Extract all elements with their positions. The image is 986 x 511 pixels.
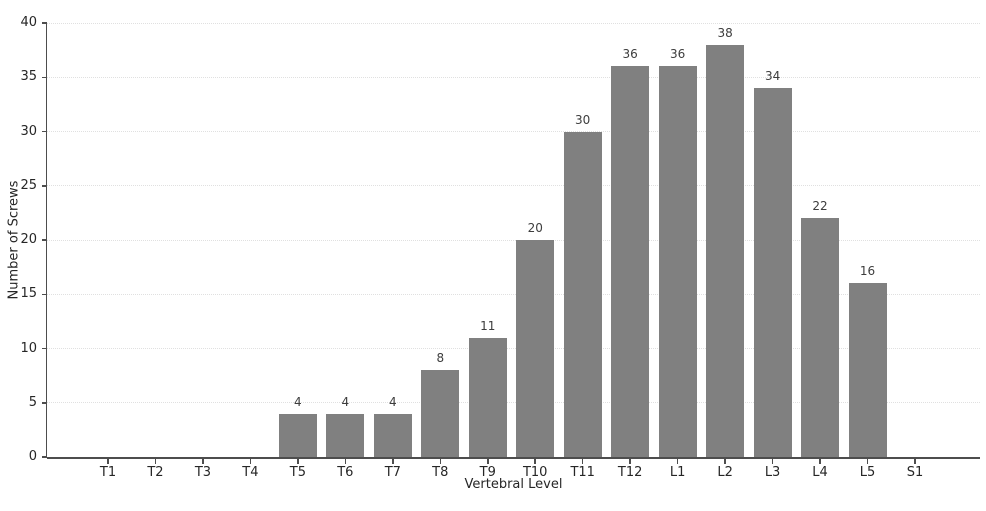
bar-L3 (753, 88, 792, 457)
bar-value-L1: 36 (669, 47, 686, 62)
x-tick-mark-T10 (534, 458, 536, 464)
gridline-30 (47, 131, 980, 132)
x-tick-mark-T6 (344, 458, 347, 464)
y-tick-label-20: 20 (20, 232, 37, 247)
x-tick-label-T10: T10 (522, 465, 548, 480)
bar-T9 (468, 337, 507, 457)
gridline-25 (47, 185, 980, 187)
y-tick-mark-40 (42, 22, 47, 24)
x-tick-mark-T11 (581, 458, 584, 464)
x-tick-mark-T5 (297, 458, 299, 464)
x-tick-mark-L2 (724, 458, 726, 464)
x-tick-label-T8: T8 (432, 465, 449, 480)
bar-value-L2: 38 (717, 25, 733, 40)
x-tick-label-T3: T3 (194, 465, 212, 480)
y-tick-label-25: 25 (20, 177, 37, 193)
y-tick-label-5: 5 (28, 394, 37, 410)
bar-value-T9: 11 (480, 318, 496, 333)
bar-value-L3: 34 (764, 69, 781, 84)
x-tick-label-L1: L1 (669, 465, 686, 480)
y-tick-mark-0 (42, 456, 47, 458)
y-tick-mark-5 (42, 402, 47, 404)
x-tick-mark-T4 (249, 458, 252, 464)
bar-value-T11: 30 (575, 112, 591, 127)
bar-value-T10: 20 (527, 221, 543, 235)
y-tick-mark-15 (42, 293, 47, 295)
gridline-35 (47, 76, 980, 78)
gridline-40 (47, 22, 980, 24)
y-tick-label-0: 0 (28, 449, 37, 464)
gridline-15 (47, 293, 980, 295)
y-tick-label-40: 40 (20, 15, 37, 30)
x-tick-label-T11: T11 (570, 465, 595, 480)
x-tick-mark-L3 (771, 458, 774, 464)
x-tick-label-L2: L2 (717, 465, 733, 480)
y-tick-mark-30 (42, 130, 47, 133)
bar-value-T12: 36 (622, 47, 638, 62)
bar-T8 (421, 370, 460, 457)
x-tick-label-T12: T12 (617, 465, 643, 480)
x-tick-mark-L5 (866, 458, 869, 464)
x-tick-mark-T1 (107, 458, 109, 464)
y-tick-mark-20 (42, 239, 47, 241)
bar-T12 (611, 66, 650, 457)
x-tick-label-T7: T7 (384, 465, 401, 480)
y-tick-label-15: 15 (20, 286, 37, 302)
x-tick-mark-S1 (914, 458, 916, 464)
y-tick-label-30: 30 (20, 123, 37, 139)
x-tick-mark-L4 (819, 458, 821, 464)
x-tick-label-T1: T1 (99, 465, 117, 480)
gridline-5 (47, 402, 980, 404)
x-tick-mark-T3 (202, 458, 204, 464)
x-tick-mark-T8 (439, 458, 442, 464)
y-tick-mark-25 (42, 185, 47, 187)
x-tick-mark-T7 (392, 458, 394, 464)
bar-value-L5: 16 (859, 264, 876, 279)
x-tick-label-T5: T5 (289, 465, 306, 480)
x-tick-label-T4: T4 (242, 465, 259, 480)
x-axis-line (47, 457, 980, 459)
x-tick-mark-T9 (487, 458, 489, 464)
x-tick-mark-T2 (154, 458, 157, 464)
bar-value-T6: 4 (341, 394, 350, 409)
bar-value-T5: 4 (294, 394, 302, 409)
x-tick-label-L4: L4 (812, 465, 828, 480)
bar-value-T8: 8 (436, 351, 445, 366)
x-tick-mark-T12 (629, 458, 631, 464)
y-tick-label-10: 10 (20, 340, 37, 356)
y-tick-label-35: 35 (20, 69, 37, 85)
bar-L4 (801, 218, 840, 457)
bar-L2 (706, 44, 745, 457)
y-tick-mark-10 (42, 347, 47, 350)
x-tick-label-T9: T9 (479, 465, 496, 480)
bar-T7 (373, 413, 412, 457)
bar-T6 (326, 413, 365, 457)
bar-value-T7: 4 (388, 394, 397, 409)
x-tick-mark-L1 (676, 458, 679, 464)
x-tick-label-L5: L5 (859, 465, 876, 480)
bar-T10 (516, 240, 555, 457)
y-tick-mark-35 (42, 76, 47, 78)
x-tick-label-S1: S1 (906, 465, 924, 480)
x-axis-title: Vertebral Level (464, 477, 563, 492)
gridline-10 (47, 348, 980, 349)
bar-value-L4: 22 (812, 199, 828, 214)
bar-T5 (278, 413, 317, 457)
x-tick-label-L3: L3 (764, 465, 781, 480)
bar-L1 (658, 66, 697, 457)
bar-T11 (563, 131, 602, 457)
bar-L5 (848, 283, 887, 457)
x-tick-label-T2: T2 (147, 465, 164, 480)
gridline-20 (47, 239, 980, 241)
y-axis-line (45, 23, 47, 457)
x-tick-label-T6: T6 (337, 465, 354, 480)
